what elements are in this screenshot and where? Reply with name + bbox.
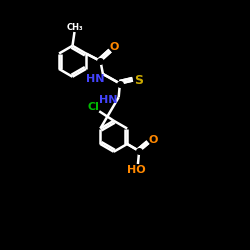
Text: HN: HN bbox=[99, 95, 117, 105]
Text: O: O bbox=[110, 42, 119, 52]
Text: HO: HO bbox=[127, 165, 146, 175]
Text: CH₃: CH₃ bbox=[66, 22, 83, 32]
Text: HN: HN bbox=[86, 74, 104, 84]
Text: O: O bbox=[148, 135, 158, 145]
Text: Cl: Cl bbox=[87, 102, 99, 113]
Text: S: S bbox=[134, 74, 143, 87]
